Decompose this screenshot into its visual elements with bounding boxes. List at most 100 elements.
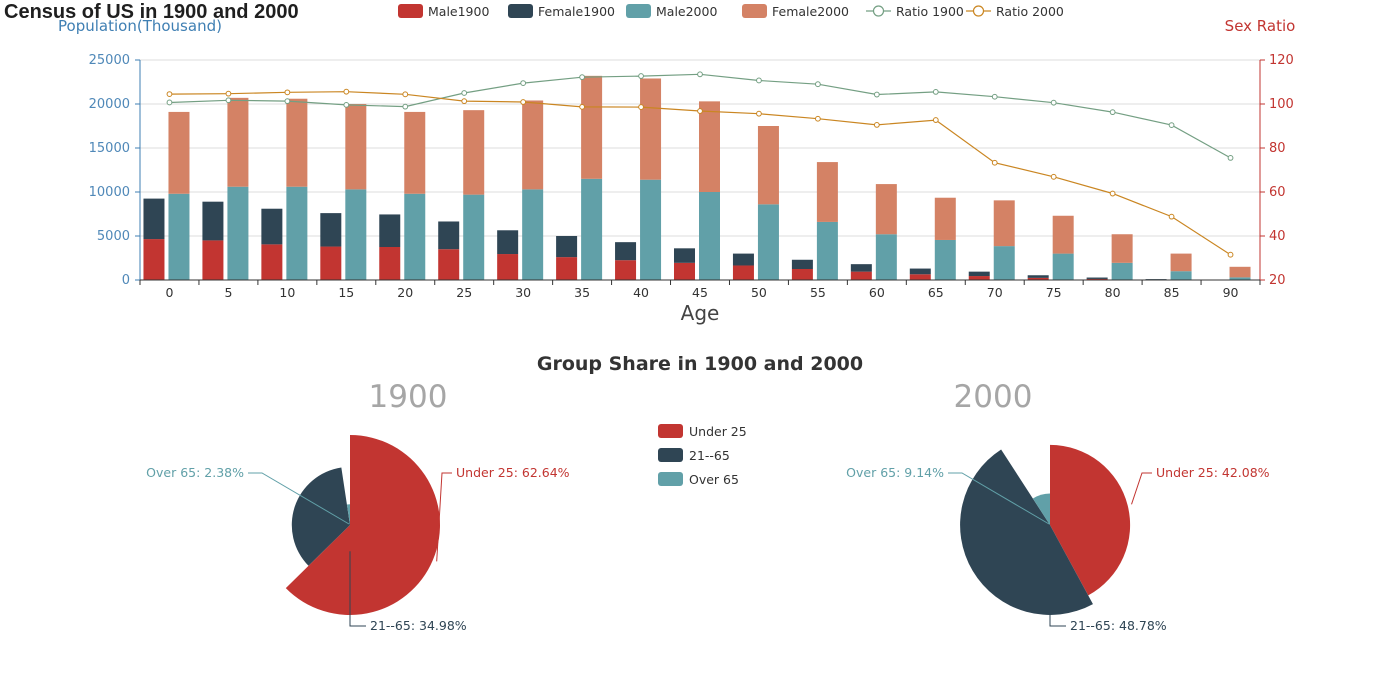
bar-male2000 xyxy=(168,193,190,280)
legend-marker xyxy=(972,5,985,17)
bar-male1900 xyxy=(732,265,754,280)
bar-female2000 xyxy=(581,75,603,179)
point-ratio-1900 xyxy=(284,98,291,105)
bar-male2000 xyxy=(875,234,897,280)
bar-male1900 xyxy=(556,257,578,280)
x-tick-label: 20 xyxy=(397,285,413,300)
legend-swatch xyxy=(626,4,651,18)
legend-label: Male2000 xyxy=(656,4,717,19)
y2-tick-label: 100 xyxy=(1269,97,1294,112)
bar-male1900 xyxy=(202,240,224,280)
point-ratio-1900 xyxy=(166,99,173,106)
pie-1900-slice xyxy=(346,504,350,525)
bar-male2000 xyxy=(1170,271,1192,280)
bar-female2000 xyxy=(227,97,249,187)
chart-title: Census of US in 1900 and 2000 xyxy=(4,1,299,23)
y-tick-label: 0 xyxy=(122,273,130,288)
pie-1900-slice xyxy=(291,467,350,566)
y-tick-label: 20000 xyxy=(89,97,130,112)
bar-female2000 xyxy=(757,126,779,205)
point-ratio-1900 xyxy=(1109,109,1116,116)
pie-legend-swatch xyxy=(658,424,683,438)
point-ratio-1900 xyxy=(579,74,586,81)
pie-label-leader xyxy=(1049,565,1066,627)
bar-female1900 xyxy=(556,236,578,258)
bar-male1900 xyxy=(615,260,637,280)
bar-female2000 xyxy=(1170,253,1192,272)
point-ratio-2000 xyxy=(991,159,998,166)
bar-male1900 xyxy=(379,247,401,280)
point-ratio-1900 xyxy=(1227,155,1234,161)
bar-male1900 xyxy=(143,239,165,280)
pie-legend-label: 21--65 xyxy=(689,448,730,463)
bar-female1900 xyxy=(320,213,342,247)
bar-female2000 xyxy=(993,200,1015,247)
x-tick-label: 75 xyxy=(1046,285,1062,300)
y2-tick-label: 120 xyxy=(1269,53,1294,68)
pie-1900-label: Under 25: 62.64% xyxy=(456,465,570,480)
x-tick-label: 35 xyxy=(574,285,590,300)
point-ratio-1900 xyxy=(1050,99,1057,106)
pie-2000-slice xyxy=(1032,493,1050,525)
bar-male2000 xyxy=(227,186,249,280)
point-ratio-2000 xyxy=(1109,190,1116,197)
x-tick-label: 60 xyxy=(869,285,885,300)
y2-tick-label: 20 xyxy=(1269,273,1286,288)
point-ratio-1900 xyxy=(932,89,939,95)
pie-label-leader xyxy=(248,472,350,525)
bar-male2000 xyxy=(640,179,662,280)
pie-1900-label: Over 65: 2.38% xyxy=(146,465,244,480)
bar-female1900 xyxy=(1027,275,1049,278)
bar-female2000 xyxy=(699,101,720,192)
bar-male2000 xyxy=(816,221,838,280)
point-ratio-1900 xyxy=(991,93,998,100)
bar-male2000 xyxy=(1052,253,1074,280)
bar-female1900 xyxy=(732,253,754,266)
x-tick-label: 10 xyxy=(279,285,295,300)
bar-male2000 xyxy=(463,194,485,280)
x-tick-label: 55 xyxy=(810,285,826,300)
x-tick-label: 80 xyxy=(1105,285,1121,300)
bar-male1900 xyxy=(1027,277,1049,280)
y2-tick-label: 80 xyxy=(1269,141,1286,156)
bar-female1900 xyxy=(850,264,872,272)
pie-1900-year-label: 1900 xyxy=(369,379,448,415)
y-tick-label: 15000 xyxy=(89,141,130,156)
x-tick-label: 5 xyxy=(224,285,232,300)
point-ratio-2000 xyxy=(638,104,644,110)
x-tick-label: 30 xyxy=(515,285,531,300)
pie-section-title: Group Share in 1900 and 2000 xyxy=(537,353,863,375)
legend-swatch xyxy=(398,4,423,18)
pie-label-leader xyxy=(349,551,366,627)
bar-male2000 xyxy=(993,246,1015,280)
bar-female2000 xyxy=(1111,234,1133,263)
bar-female2000 xyxy=(1229,266,1251,278)
bar-female2000 xyxy=(168,111,190,194)
y2-tick-label: 40 xyxy=(1269,229,1286,244)
legend-label: Male1900 xyxy=(428,4,489,19)
pie-2000-label: Under 25: 42.08% xyxy=(1156,465,1270,480)
bar-female2000 xyxy=(404,111,426,194)
y-axis-title-sex-ratio: Sex Ratio xyxy=(1225,17,1296,35)
x-tick-label: 40 xyxy=(633,285,649,300)
pie-2000-slice xyxy=(1050,444,1131,596)
y2-tick-label: 60 xyxy=(1269,185,1286,200)
pie-2000-year-label: 2000 xyxy=(954,379,1033,415)
pie-2000-label: 21--65: 48.78% xyxy=(1070,618,1167,633)
bar-female1900 xyxy=(674,248,695,263)
x-tick-label: 70 xyxy=(987,285,1003,300)
point-ratio-1900 xyxy=(1168,122,1175,129)
bar-female2000 xyxy=(934,197,956,240)
point-ratio-2000 xyxy=(225,90,232,97)
x-tick-label: 50 xyxy=(751,285,767,300)
bar-female1900 xyxy=(909,268,931,275)
pie-label-leader xyxy=(436,472,452,562)
point-ratio-2000 xyxy=(756,110,762,117)
x-tick-label: 45 xyxy=(692,285,708,300)
bar-male1900 xyxy=(320,246,342,280)
bar-male2000 xyxy=(1111,262,1133,280)
bar-male2000 xyxy=(345,189,367,280)
point-ratio-2000 xyxy=(461,98,468,105)
x-tick-label: 25 xyxy=(456,285,472,300)
